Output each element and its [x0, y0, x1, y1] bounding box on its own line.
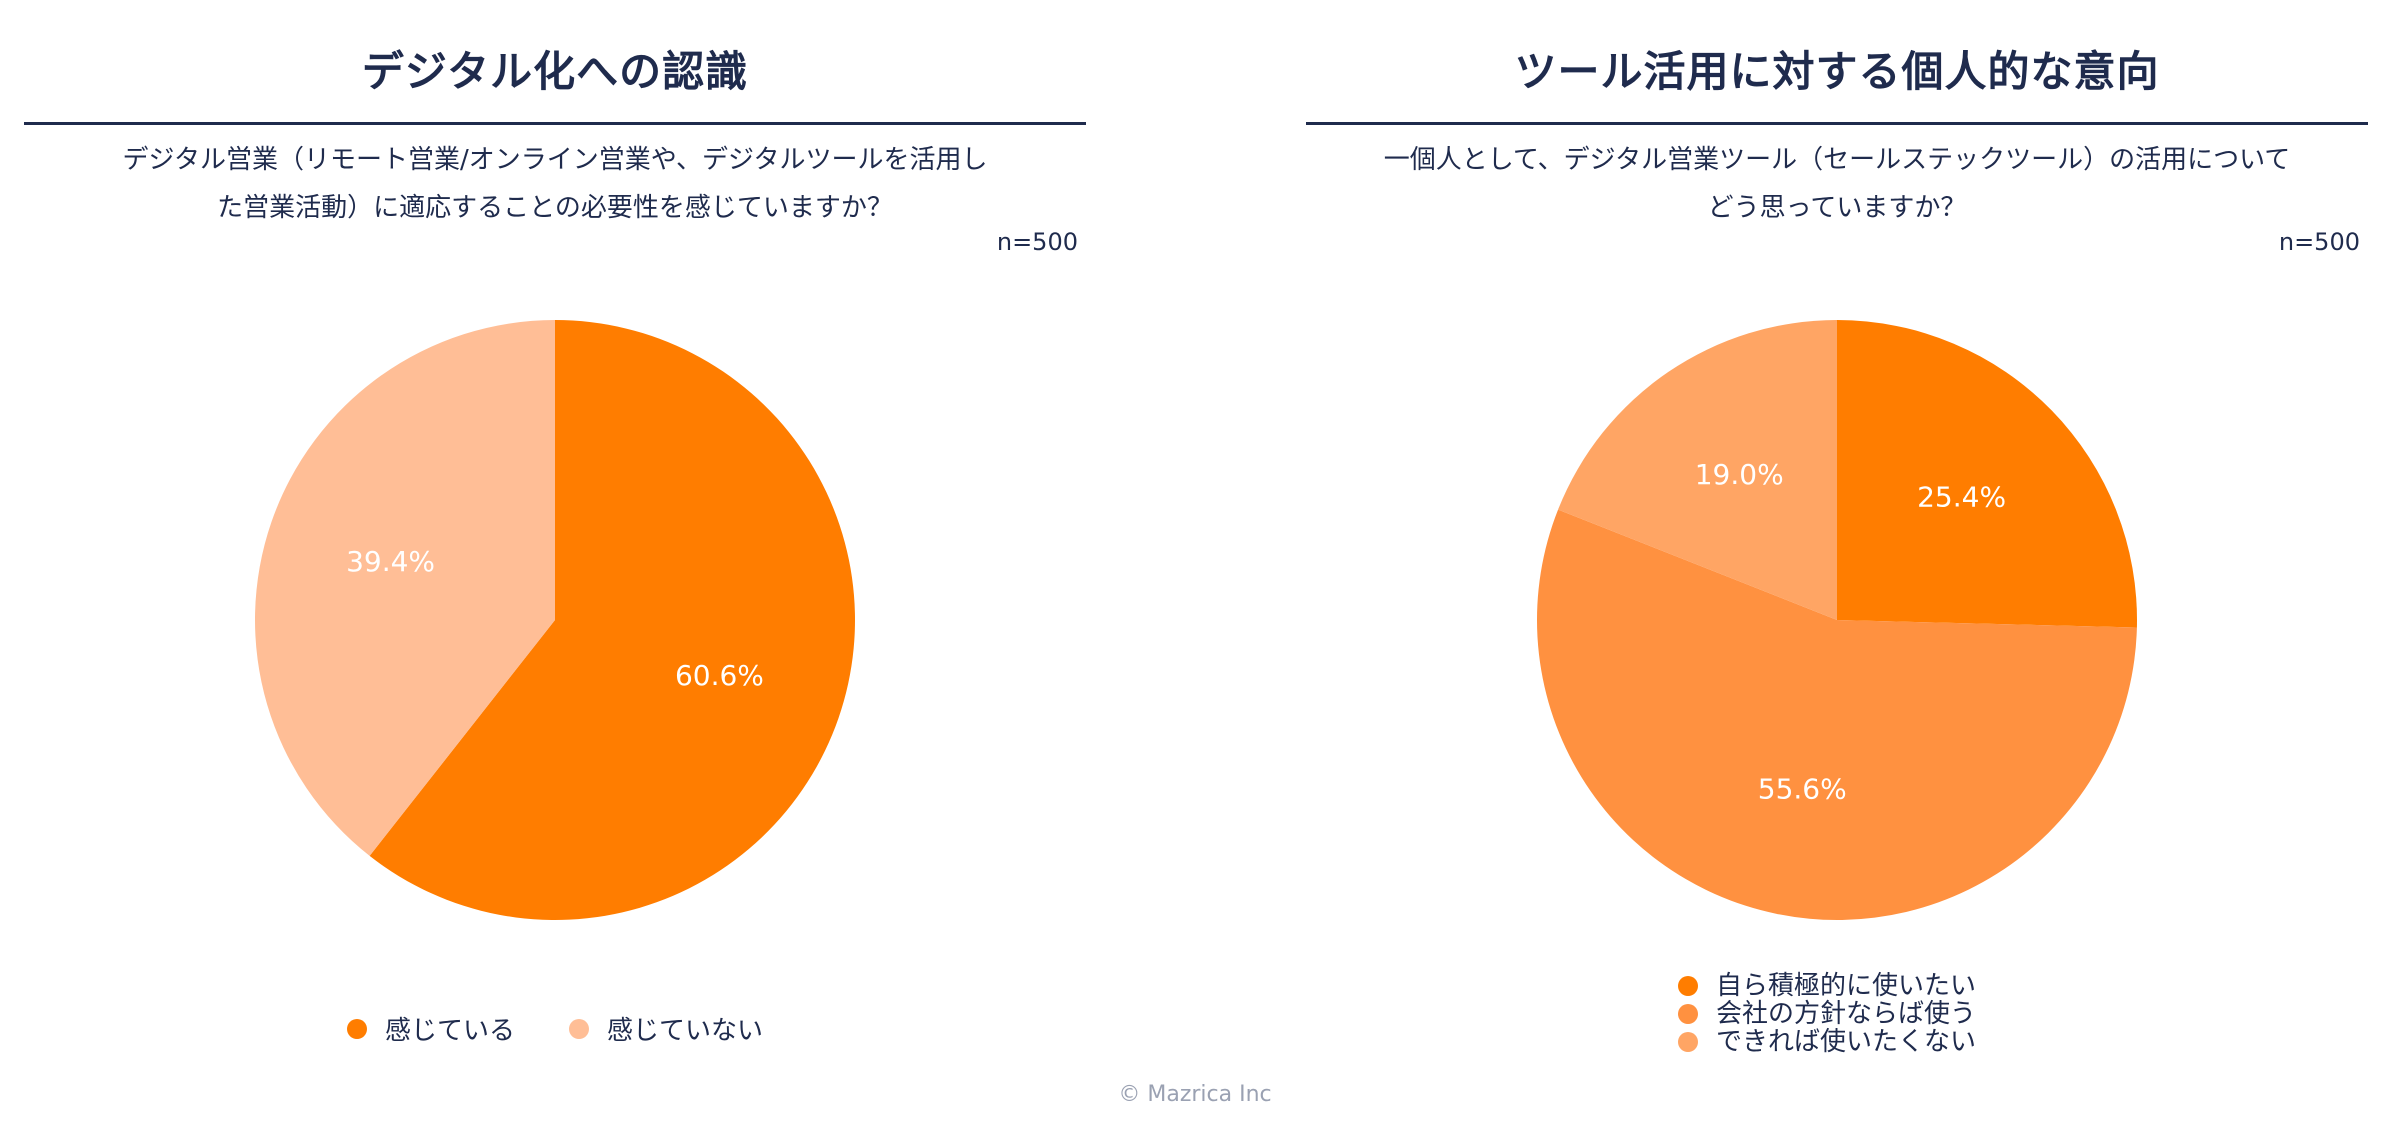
slice-data-label: 55.6% — [1758, 772, 1847, 805]
chart-title: ツール活用に対する個人的な意向 — [1514, 47, 2160, 96]
legend-label: 会社の方針ならば使う — [1716, 999, 1977, 1029]
question-line: 一個人として、デジタル営業ツール（セールステックツール）の活用について — [1383, 145, 2291, 175]
copyright-footer: © Mazrica Inc — [1118, 1082, 1272, 1107]
chart-digitalization-awareness: デジタル化への認識 デジタル営業（リモート営業/オンライン営業や、デジタルツール… — [24, 0, 1086, 1134]
pie-slice-1 — [1537, 509, 2137, 920]
chart-tool-usage-intention: ツール活用に対する個人的な意向 一個人として、デジタル営業ツール（セールステック… — [1306, 0, 2368, 1134]
sample-size-label: n=500 — [2278, 228, 2360, 256]
slice-data-label: 39.4% — [346, 545, 435, 578]
chart-question: 一個人として、デジタル営業ツール（セールステックツール）の活用について どう思っ… — [1346, 136, 2328, 232]
question-line: デジタル営業（リモート営業/オンライン営業や、デジタルツールを活用し — [122, 145, 988, 175]
slice-data-label: 60.6% — [675, 659, 764, 692]
legend-item[interactable]: 自ら積極的に使いたい — [1678, 972, 1976, 1000]
pie-slice-1 — [254, 320, 556, 856]
chart-title: デジタル化への認識 — [361, 47, 749, 96]
pie-chart: 60.6% 39.4% — [254, 320, 855, 920]
chart-question: デジタル営業（リモート営業/オンライン営業や、デジタルツールを活用し た営業活動… — [64, 136, 1046, 232]
slice-data-label: 25.4% — [1917, 481, 2006, 514]
legend-label: できれば使いたくない — [1716, 1027, 1977, 1057]
question-line: どう思っていますか？ — [1707, 193, 1967, 223]
legend-label: 自ら積極的に使いたい — [1716, 971, 1977, 1001]
sample-size-label: n=500 — [996, 228, 1078, 256]
legend-swatch — [1678, 976, 1698, 996]
pie-chart: 25.4% 55.6% 19.0% — [1537, 320, 2137, 920]
legend-swatch — [1678, 1004, 1698, 1024]
legend-label: 感じている — [384, 1016, 515, 1046]
legend-item[interactable]: 会社の方針ならば使う — [1678, 1000, 1976, 1028]
slice-data-label: 19.0% — [1695, 458, 1784, 491]
legend-swatch — [569, 1018, 589, 1039]
legend-swatch — [1678, 1032, 1698, 1052]
legend-label: 感じていない — [607, 1016, 764, 1046]
pie-slice-0 — [1837, 320, 2137, 628]
legend-item[interactable]: 感じていない — [569, 1010, 763, 1047]
chart-legend: 感じている 感じていない — [24, 1010, 1086, 1047]
legend-swatch — [346, 1018, 367, 1039]
chart-legend: 自ら積極的に使いたい 会社の方針ならば使う できれば使いたくない — [1678, 972, 1976, 1056]
title-divider — [24, 122, 1086, 125]
title-divider — [1306, 122, 2368, 125]
legend-item[interactable]: できれば使いたくない — [1678, 1028, 1976, 1056]
pie-slice-0 — [369, 320, 855, 920]
legend-item[interactable]: 感じている — [346, 1010, 515, 1047]
question-line: た営業活動）に適応することの必要性を感じていますか？ — [217, 193, 893, 223]
pie-slice-2 — [1558, 320, 1837, 620]
